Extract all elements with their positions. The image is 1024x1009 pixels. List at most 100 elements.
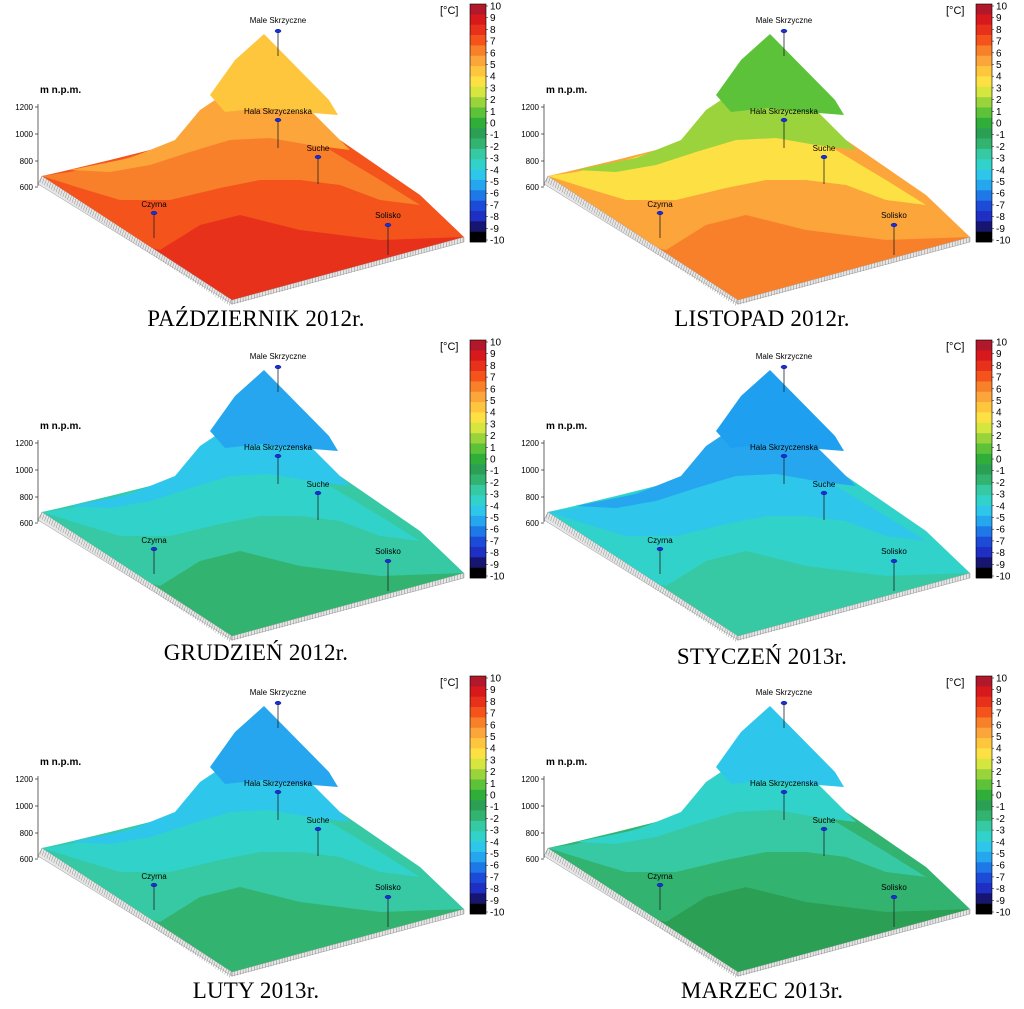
colorbar-swatch: [470, 66, 486, 77]
colorbar-tick-label: -5: [490, 177, 499, 188]
temperature-map-panel: m n.p.m. 1200 1000 800 600 Male Skrzyczne Hala…: [506, 0, 1018, 336]
colorbar-swatch: [470, 515, 486, 527]
colorbar-swatch: [470, 381, 486, 393]
colorbar-swatch: [470, 138, 486, 150]
station-suche: Suche: [813, 816, 836, 856]
colorbar-tick-label: -8: [490, 548, 499, 559]
colorbar-swatch: [470, 148, 486, 160]
colorbar-swatch: [470, 412, 486, 424]
colorbar-swatch: [470, 55, 486, 67]
colorbar-swatch: [976, 412, 992, 424]
contour-bands: [42, 370, 464, 636]
colorbar-swatch: [470, 727, 486, 739]
colorbar-swatch: [976, 789, 992, 801]
colorbar-swatch: [976, 546, 992, 558]
axis-tick-label: 600: [526, 855, 540, 864]
surface-plot: m n.p.m. 1200 1000 800 600 Male Skrzyczne Hala…: [15, 338, 505, 642]
colorbar-swatch: [470, 717, 486, 729]
colorbar-tick-label: -10: [490, 572, 505, 583]
station-label: Male Skrzyczne: [756, 688, 813, 697]
colorbar-tick-label: -5: [996, 513, 1005, 524]
colorbar-tick-label: -1: [996, 466, 1005, 477]
colorbar-tick-label: -7: [490, 200, 499, 211]
colorbar-tick-label: 0: [996, 791, 1002, 802]
colorbar-swatch: [470, 231, 486, 243]
colorbar-tick-label: 0: [490, 455, 496, 466]
colorbar-swatch: [470, 567, 486, 579]
colorbar-tick-label: -3: [490, 154, 499, 165]
colorbar-tick-label: 0: [490, 119, 496, 130]
station-marker: [384, 222, 392, 228]
colorbar-swatch: [976, 903, 992, 915]
colorbar-swatch: [470, 882, 486, 894]
temperature-map-panel: m n.p.m. 1200 1000 800 600 Male Skrzyczne Hala…: [0, 0, 512, 336]
colorbar-tick-label: -3: [996, 154, 1005, 165]
colorbar-swatch: [470, 200, 486, 212]
colorbar-swatch: [976, 55, 992, 67]
contour-band: [42, 446, 420, 541]
colorbar-tick-label: -8: [996, 212, 1005, 223]
colorbar-swatch: [976, 371, 992, 382]
colorbar-swatch: [470, 35, 486, 46]
colorbar-swatch: [976, 872, 992, 884]
station-label: Hala Skrzyczenska: [244, 779, 313, 788]
colorbar-tick-label: 3: [996, 83, 1002, 94]
colorbar-tick-label: 9: [996, 349, 1002, 360]
colorbar-swatch: [976, 686, 992, 697]
elevation-axis: m n.p.m. 1200 1000 800 600: [15, 421, 81, 528]
colorbar-tick-label: -7: [996, 872, 1005, 883]
colorbar-swatch: [976, 769, 992, 780]
elevation-axis: m n.p.m. 1200 1000 800 600: [521, 85, 587, 192]
colorbar-swatch: [470, 748, 486, 760]
colorbar-tick-label: 0: [996, 119, 1002, 130]
station-solisko: Solisko: [881, 211, 907, 255]
colorbar-unit: [°C]: [440, 5, 458, 17]
station-marker: [656, 210, 664, 216]
colorbar-swatch: [976, 862, 992, 873]
colorbar-tick-label: 1: [490, 107, 496, 118]
axis-tick-label: 600: [526, 183, 540, 192]
axis-tick-label: 1200: [521, 103, 539, 112]
contour-band: [210, 706, 338, 787]
colorbar-tick-label: 2: [490, 431, 496, 442]
colorbar-swatch: [470, 862, 486, 873]
colorbar-swatch: [470, 45, 486, 57]
station-marker: [314, 154, 322, 160]
colorbar-swatch: [976, 505, 992, 517]
axis-title: m n.p.m.: [40, 757, 81, 768]
axis-tick-label: 800: [20, 829, 34, 838]
colorbar-tick-label: -2: [490, 478, 499, 489]
colorbar-swatch: [470, 893, 486, 904]
station-hala: Hala Skrzyczenska: [244, 443, 313, 484]
axis-tick-label: 1000: [15, 130, 33, 139]
colorbar-swatch: [470, 851, 486, 863]
station-hala: Hala Skrzyczenska: [750, 107, 819, 148]
axis-tick-label: 1000: [521, 802, 539, 811]
station-male: Male Skrzyczne: [250, 352, 307, 392]
colorbar-tick-label: -2: [490, 814, 499, 825]
colorbar-tick-label: -6: [490, 189, 499, 200]
colorbar-swatch: [976, 107, 992, 119]
station-marker: [150, 546, 158, 552]
colorbar-swatch: [470, 453, 486, 465]
colorbar-unit: [°C]: [440, 341, 458, 353]
station-marker: [314, 490, 322, 496]
axis-tick-label: 800: [526, 157, 540, 166]
colorbar-tick-label: -10: [996, 572, 1011, 583]
colorbar-tick-label: 8: [996, 697, 1002, 708]
axis-tick-label: 800: [526, 829, 540, 838]
colorbar-swatch: [976, 221, 992, 232]
colorbar-swatch: [976, 707, 992, 718]
colorbar-swatch: [976, 676, 992, 687]
colorbar-swatch: [470, 391, 486, 403]
colorbar-swatch: [470, 505, 486, 517]
colorbar-swatch: [470, 841, 486, 853]
colorbar-swatch: [470, 696, 486, 708]
axis-tick-label: 600: [20, 519, 34, 528]
colorbar-swatch: [976, 474, 992, 486]
colorbar-unit: [°C]: [440, 677, 458, 689]
colorbar-swatch: [976, 851, 992, 863]
colorbar-tick-label: 10: [996, 338, 1008, 349]
